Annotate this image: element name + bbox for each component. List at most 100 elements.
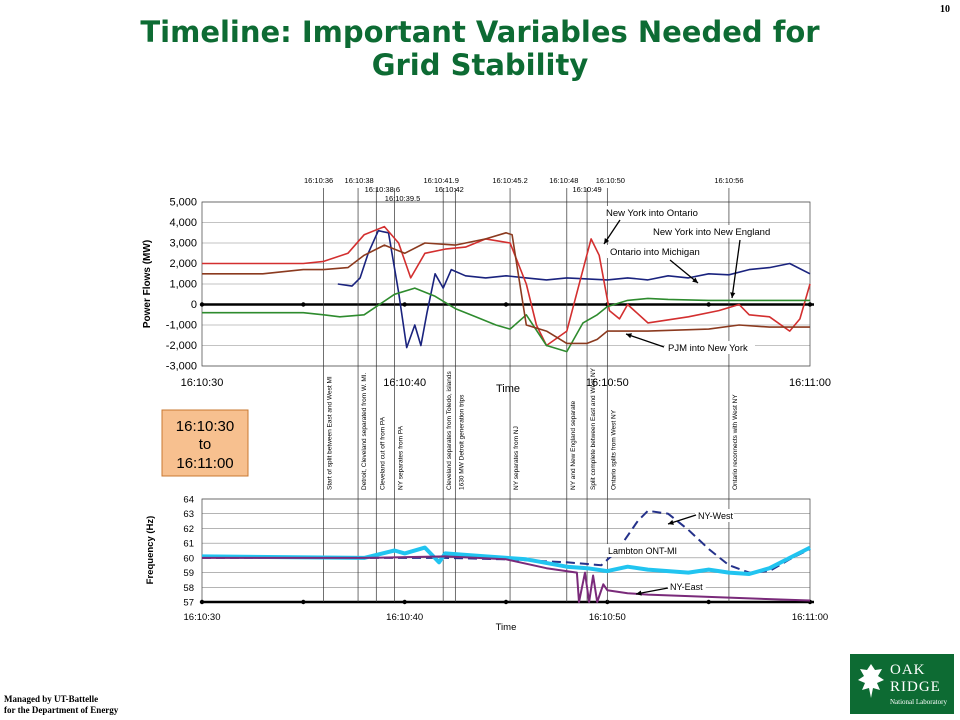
time-range-start: 16:10:30 <box>176 418 234 435</box>
annotation-ontario-into-michigan: Ontario into Michigan <box>610 247 700 258</box>
annotation-ontario-into-michigan-bg <box>607 245 717 258</box>
event-time-label: 16:10:41.9 <box>423 176 458 185</box>
top-zero-axis-marker <box>503 302 509 307</box>
time-range-box <box>161 409 249 477</box>
arrow-pjm-into-new-york-head <box>626 333 632 339</box>
footer-line-1: Managed by UT-Battelle <box>4 694 99 704</box>
bottom-y-tick-label: 59 <box>183 568 194 579</box>
bottom-y-tick-label: 62 <box>183 524 194 535</box>
top-x-tick-label: 16:10:30 <box>181 377 224 389</box>
logo-word-oak: OAK <box>890 662 926 678</box>
event-time-label: 16:10:50 <box>596 176 625 185</box>
top-y-tick-label: -1,000 <box>166 320 197 332</box>
event-description-label: Ontario splits from West NY <box>610 409 617 490</box>
annotation-pjm-into-new-york: PJM into New York <box>668 343 748 354</box>
bottom-base-axis-marker <box>199 599 205 605</box>
time-range-to: to <box>199 436 212 453</box>
event-time-label: 16:10:49 <box>572 185 601 194</box>
arrow-ny-east-head <box>636 590 642 596</box>
bottom-x-axis-label: Time <box>496 622 517 633</box>
bottom-y-tick-label: 60 <box>183 553 194 564</box>
annotation-ny-west-bg <box>695 509 734 522</box>
top-x-axis-label: Time <box>496 383 520 395</box>
oak-ridge-logo: OAK RIDGE National Laboratory <box>850 654 954 714</box>
top-zero-axis-marker <box>199 302 205 307</box>
bottom-base-axis-marker <box>402 599 407 605</box>
event-description-label: NY and New England separate <box>570 400 577 490</box>
arrow-ny-into-new-england-head <box>730 292 736 298</box>
top-x-tick-label: 16:10:40 <box>383 377 426 389</box>
top-y-tick-label: 5,000 <box>169 197 197 209</box>
bottom-y-tick-label: 61 <box>183 539 194 550</box>
top-zero-axis-marker <box>301 302 306 307</box>
event-time-label: 16:10:48 <box>549 176 578 185</box>
top-y-tick-label: 4,000 <box>169 217 197 229</box>
event-description-label: Cleveland cut off from PA <box>379 416 386 490</box>
slide-title-line-2: Grid Stability <box>371 48 589 82</box>
event-description-label: NY separates from NJ <box>513 426 520 490</box>
top-zero-axis-marker <box>706 302 711 307</box>
oak-leaf-icon <box>858 664 884 698</box>
annotation-ny-east-bg <box>667 580 706 593</box>
annotation-pjm-into-new-york-bg <box>665 341 755 354</box>
bottom-base-axis-marker <box>301 599 306 605</box>
event-description-label: NY separates from PA <box>398 425 405 490</box>
slide-number: 10 <box>940 4 950 15</box>
annotation-ny-into-new-england-bg <box>650 225 780 238</box>
top-y-tick-label: 0 <box>191 299 197 311</box>
bottom-y-tick-label: 63 <box>183 509 194 520</box>
top-zero-axis-marker <box>402 302 407 307</box>
arrow-ontario-into-michigan-head <box>692 277 698 283</box>
bottom-y-tick-label: 64 <box>183 495 194 506</box>
arrow-ny-into-ontario-head <box>604 238 610 244</box>
time-range-end: 16:11:00 <box>176 455 233 472</box>
arrow-ontario-into-michigan <box>669 259 699 284</box>
top-x-tick-label: 16:11:00 <box>789 377 831 389</box>
top-y-tick-label: -3,000 <box>166 361 197 373</box>
series-line-ontario-into-michigan <box>202 287 810 353</box>
series-line-pjm-into-new-york <box>202 232 810 345</box>
bottom-y-axis-label: Frequency (Hz) <box>145 516 156 585</box>
event-time-label: 16:10:56 <box>714 176 743 185</box>
event-description-label: Detroit, Cleveland separated from W. MI. <box>361 372 368 490</box>
series-line-new-york-into-ontario <box>337 229 811 349</box>
slide-title-line-1: Timeline: Important Variables Needed for <box>140 15 820 49</box>
slide-title: Timeline: Important Variables Needed for… <box>0 16 960 82</box>
top-y-axis-label: Power Flows (MW) <box>142 240 153 328</box>
top-y-tick-label: 2,000 <box>169 258 197 270</box>
bottom-base-axis-marker <box>706 599 711 605</box>
bottom-base-axis-marker <box>503 599 509 605</box>
bottom-y-tick-label: 57 <box>183 598 194 609</box>
event-time-label: 16:10:38 <box>345 176 374 185</box>
bottom-y-tick-label: 58 <box>183 583 194 594</box>
annotation-lambton: Lambton ONT-MI <box>608 546 677 556</box>
footer: Managed by UT-Battelle for the Departmen… <box>4 694 118 716</box>
arrow-ny-into-new-england <box>731 239 741 299</box>
bottom-x-tick-label: 16:10:40 <box>386 612 423 623</box>
arrow-ny-east <box>635 587 669 595</box>
top-y-tick-label: 3,000 <box>169 238 197 250</box>
annotation-ny-into-ontario-bg <box>603 206 713 219</box>
event-description-label: Split complete between East and West NY <box>590 367 597 490</box>
series-line-lambton-ont-mi <box>201 545 811 576</box>
arrow-ny-west-head <box>668 519 674 525</box>
annotation-lambton-bg <box>605 544 677 557</box>
bottom-x-tick-label: 16:10:50 <box>589 612 626 623</box>
event-time-label: 16:10:38.6 <box>365 185 400 194</box>
event-time-label: 16:10:39.5 <box>385 194 420 203</box>
top-y-tick-label: 1,000 <box>169 279 197 291</box>
event-description-label: Ontario reconnects with West NY <box>732 394 739 490</box>
series-line-new-york-into-new-england <box>202 225 811 347</box>
annotation-ny-east: NY-East <box>670 582 703 592</box>
bottom-x-tick-label: 16:10:30 <box>184 612 221 623</box>
top-y-tick-label: -2,000 <box>166 340 197 352</box>
top-zero-axis-marker <box>807 302 813 307</box>
annotation-ny-into-new-england: New York into New England <box>653 227 770 238</box>
event-description-label: Start of split between East and West MI <box>327 376 334 490</box>
logo-wordmark: OAK RIDGE <box>890 662 941 696</box>
event-description-label: Cleveland separates from Toledo, islands <box>446 370 453 490</box>
annotation-ny-into-ontario: New York into Ontario <box>606 208 698 219</box>
footer-line-2: for the Department of Energy <box>4 705 119 715</box>
event-time-label: 16:10:45.2 <box>492 176 527 185</box>
